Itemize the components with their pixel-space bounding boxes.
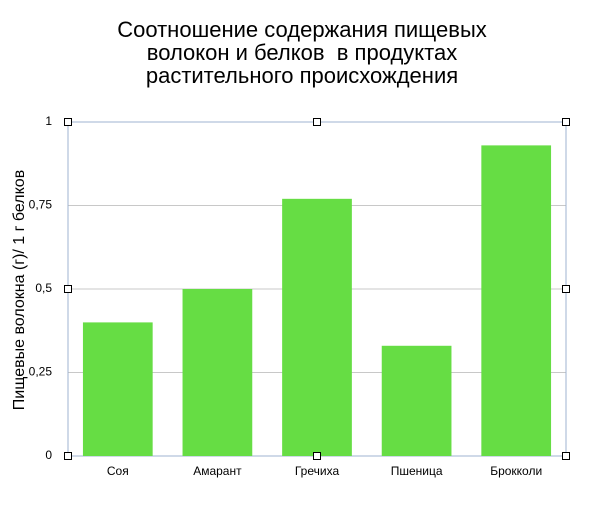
selection-handle xyxy=(64,452,72,460)
bar xyxy=(282,198,352,456)
y-tick-label: 0,5 xyxy=(35,281,52,295)
y-tick-label: 0 xyxy=(45,448,52,462)
x-tick-label: Пшеница xyxy=(391,464,443,478)
y-tick-label: 1 xyxy=(45,114,52,128)
selection-handle xyxy=(64,285,72,293)
y-tick-label: 0,25 xyxy=(29,365,53,379)
y-tick-label: 0,75 xyxy=(29,198,53,212)
bar xyxy=(481,145,552,456)
chart-title: Соотношение содержания пищевых волокон и… xyxy=(117,17,487,88)
x-tick-label: Соя xyxy=(107,464,129,478)
selection-handle xyxy=(562,452,570,460)
selection-handle xyxy=(64,118,72,126)
y-axis-label: Пищевые волокна (г)/ 1 г белков xyxy=(11,170,28,410)
selection-handle xyxy=(313,118,321,126)
bar xyxy=(82,322,153,456)
x-tick-label: Брокколи xyxy=(490,464,542,478)
x-tick-label: Гречиха xyxy=(295,464,340,478)
selection-handle xyxy=(562,285,570,293)
selection-handle xyxy=(562,118,570,126)
x-tick-label: Амарант xyxy=(193,464,242,478)
selection-handle xyxy=(313,452,321,460)
bar xyxy=(182,289,253,456)
bar xyxy=(381,345,452,456)
